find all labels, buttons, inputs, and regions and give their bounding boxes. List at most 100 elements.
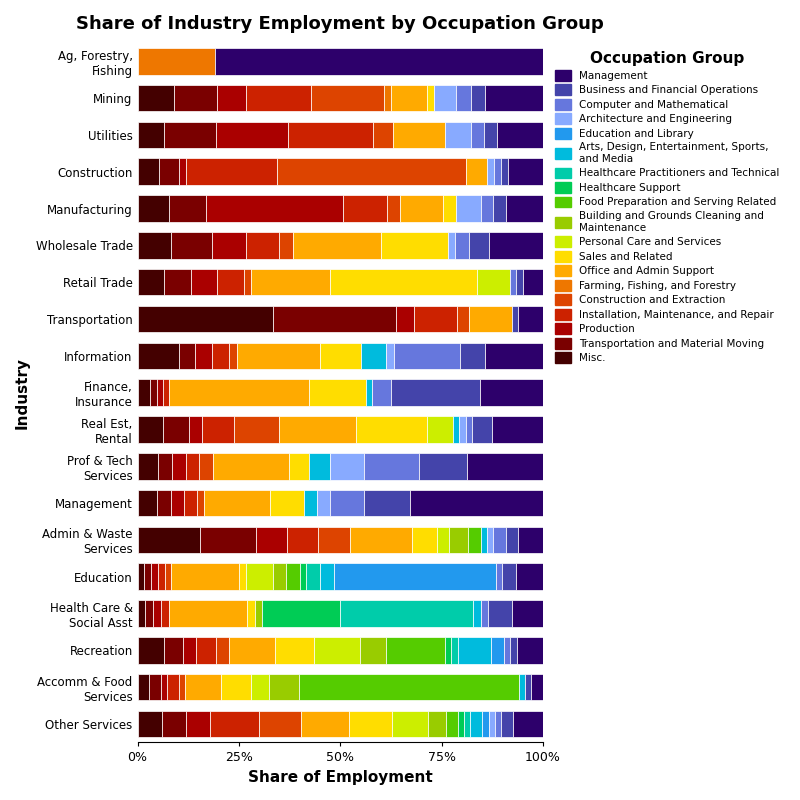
Bar [256, 526, 287, 553]
Bar [144, 563, 151, 590]
Bar [138, 158, 158, 185]
X-axis label: Share of Employment: Share of Employment [248, 770, 433, 785]
Bar [448, 232, 455, 258]
Bar [350, 526, 412, 553]
Bar [198, 490, 204, 516]
Bar [493, 195, 506, 222]
Bar [244, 269, 250, 295]
Bar [469, 232, 489, 258]
Bar [363, 490, 410, 516]
Bar [364, 453, 419, 479]
Bar [410, 490, 543, 516]
Bar [279, 232, 293, 258]
Bar [470, 710, 482, 738]
Bar [183, 637, 196, 664]
Bar [506, 526, 518, 553]
Bar [250, 269, 330, 295]
Bar [293, 232, 381, 258]
Bar [484, 122, 498, 148]
Bar [190, 269, 218, 295]
Bar [138, 674, 150, 701]
Bar [330, 453, 364, 479]
Bar [531, 674, 543, 701]
Bar [138, 563, 144, 590]
Bar [494, 158, 501, 185]
Bar [386, 637, 445, 664]
Bar [468, 526, 481, 553]
Bar [319, 342, 361, 369]
Bar [386, 342, 394, 369]
Bar [138, 122, 164, 148]
Bar [200, 526, 256, 553]
Bar [184, 490, 198, 516]
Bar [304, 490, 317, 516]
Bar [162, 710, 186, 738]
Bar [212, 342, 229, 369]
Bar [489, 710, 494, 738]
Bar [310, 453, 330, 479]
Bar [151, 563, 158, 590]
Bar [453, 416, 459, 442]
Bar [501, 158, 508, 185]
Bar [481, 526, 487, 553]
Bar [518, 306, 543, 332]
Bar [169, 195, 206, 222]
Bar [214, 48, 543, 74]
Bar [427, 416, 453, 442]
Bar [458, 710, 464, 738]
Bar [311, 85, 384, 111]
Bar [237, 342, 319, 369]
Bar [301, 710, 350, 738]
Bar [318, 526, 350, 553]
Bar [138, 85, 174, 111]
Bar [138, 232, 171, 258]
Bar [174, 85, 217, 111]
Bar [286, 563, 300, 590]
Bar [496, 563, 502, 590]
Bar [309, 379, 366, 406]
Bar [471, 122, 484, 148]
Bar [150, 674, 162, 701]
Bar [459, 416, 466, 442]
Bar [508, 158, 543, 185]
Bar [287, 526, 318, 553]
Bar [158, 158, 179, 185]
Bar [189, 416, 202, 442]
Bar [169, 600, 246, 627]
Bar [394, 342, 460, 369]
Bar [427, 85, 434, 111]
Bar [414, 306, 457, 332]
Bar [373, 122, 393, 148]
Legend: Management, Business and Financial Operations, Computer and Mathematical, Archit: Management, Business and Financial Opera… [552, 48, 783, 366]
Bar [489, 600, 512, 627]
Bar [138, 48, 214, 74]
Bar [138, 526, 200, 553]
Bar [340, 600, 473, 627]
Bar [162, 674, 167, 701]
Bar [473, 600, 481, 627]
Bar [246, 563, 273, 590]
Bar [445, 637, 451, 664]
Bar [317, 490, 330, 516]
Bar [456, 85, 470, 111]
Bar [179, 342, 195, 369]
Bar [502, 563, 516, 590]
Bar [412, 526, 437, 553]
Bar [138, 342, 179, 369]
Bar [361, 342, 386, 369]
Bar [239, 563, 246, 590]
Bar [466, 158, 487, 185]
Bar [356, 416, 427, 442]
Bar [150, 379, 157, 406]
Bar [279, 416, 356, 442]
Bar [513, 710, 543, 738]
Bar [300, 563, 306, 590]
Bar [525, 674, 531, 701]
Bar [164, 122, 216, 148]
Bar [480, 379, 543, 406]
Bar [138, 490, 158, 516]
Bar [491, 416, 543, 442]
Bar [195, 342, 212, 369]
Bar [138, 453, 158, 479]
Bar [251, 674, 269, 701]
